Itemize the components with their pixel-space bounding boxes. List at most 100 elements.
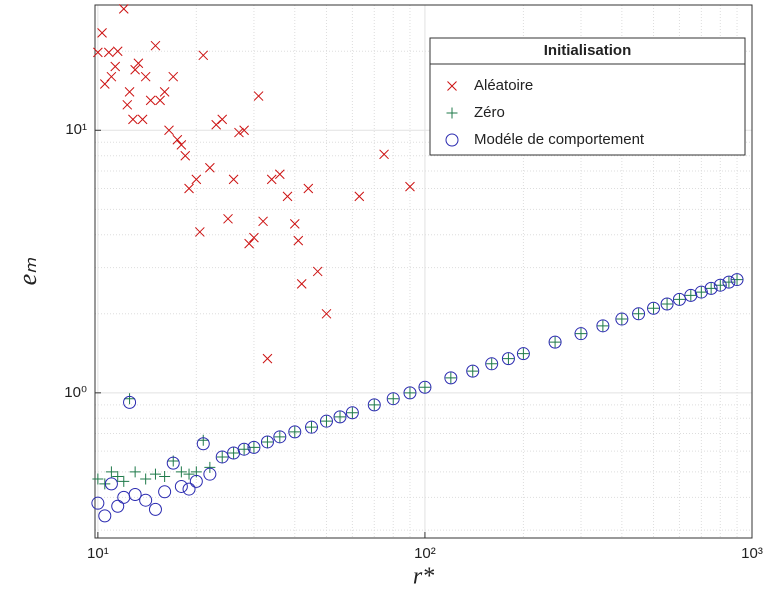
marker (262, 353, 273, 364)
marker (228, 447, 240, 459)
marker (258, 216, 268, 227)
marker (140, 473, 152, 485)
x-tick-label: 10¹ (87, 545, 109, 562)
marker (159, 87, 170, 97)
marker (104, 477, 118, 491)
marker (445, 133, 459, 147)
marker (387, 393, 399, 405)
marker (211, 119, 222, 130)
marker (216, 451, 228, 463)
marker (419, 381, 431, 393)
marker (172, 134, 183, 145)
marker (288, 425, 302, 439)
marker (124, 393, 136, 405)
marker (321, 308, 332, 319)
x-tick-label: 10³ (741, 545, 763, 562)
marker (379, 149, 389, 160)
marker (130, 64, 140, 75)
marker (174, 479, 188, 493)
marker (158, 485, 172, 499)
marker (447, 81, 457, 91)
marker (386, 392, 400, 406)
marker (191, 174, 202, 185)
marker (106, 71, 117, 82)
marker (197, 434, 209, 446)
legend-label: Zéro (474, 104, 505, 121)
marker (660, 297, 674, 311)
marker (112, 46, 123, 57)
marker (485, 357, 499, 371)
marker (103, 47, 114, 58)
marker (293, 235, 304, 246)
marker (312, 266, 323, 277)
marker (139, 493, 153, 507)
marker (261, 436, 273, 448)
marker (404, 387, 416, 399)
marker (289, 426, 301, 438)
marker (148, 502, 162, 516)
marker (418, 380, 432, 394)
marker (694, 285, 708, 299)
marker (194, 227, 205, 237)
marker (128, 488, 142, 502)
marker (274, 431, 286, 443)
marker (112, 471, 124, 483)
marker (122, 99, 133, 110)
marker (249, 232, 259, 243)
marker (704, 281, 718, 295)
marker (176, 139, 187, 150)
marker (166, 456, 180, 470)
marker (99, 478, 111, 490)
marker (180, 150, 191, 161)
marker (319, 414, 333, 428)
marker (111, 499, 125, 513)
marker (159, 471, 171, 483)
y-tick-label: 10¹ (65, 121, 87, 138)
marker (549, 336, 561, 348)
marker (320, 415, 332, 427)
marker (189, 474, 203, 488)
marker (168, 71, 179, 82)
marker (466, 364, 480, 378)
marker (184, 183, 194, 194)
legend-label: Modéle de comportement (474, 131, 645, 148)
marker (183, 468, 195, 480)
marker (140, 71, 151, 82)
marker (204, 461, 216, 473)
marker (266, 174, 277, 185)
marker (632, 307, 646, 321)
marker (367, 398, 381, 412)
marker (501, 352, 515, 366)
marker (196, 437, 210, 451)
marker (672, 292, 686, 306)
x-axis-label: r* (413, 564, 434, 590)
marker (234, 127, 244, 138)
marker (486, 358, 498, 370)
marker (615, 312, 629, 326)
marker (446, 107, 458, 119)
marker (647, 301, 661, 315)
marker (217, 114, 228, 125)
x-tick-label: 10² (414, 545, 436, 562)
marker (306, 421, 318, 433)
y-axis-label: eₘ (13, 257, 42, 286)
marker (203, 467, 217, 481)
marker (616, 313, 628, 325)
marker (128, 114, 138, 125)
marker (253, 91, 264, 101)
marker (164, 125, 174, 136)
marker (98, 509, 112, 523)
marker (92, 473, 104, 485)
marker (345, 406, 359, 420)
marker (149, 468, 161, 480)
marker (239, 125, 249, 136)
marker (575, 328, 587, 340)
marker (722, 275, 736, 289)
marker (305, 420, 319, 434)
legend-label: Aléatoire (474, 77, 533, 94)
marker (444, 371, 458, 385)
marker (282, 191, 293, 202)
marker (685, 289, 697, 301)
marker (150, 40, 161, 51)
